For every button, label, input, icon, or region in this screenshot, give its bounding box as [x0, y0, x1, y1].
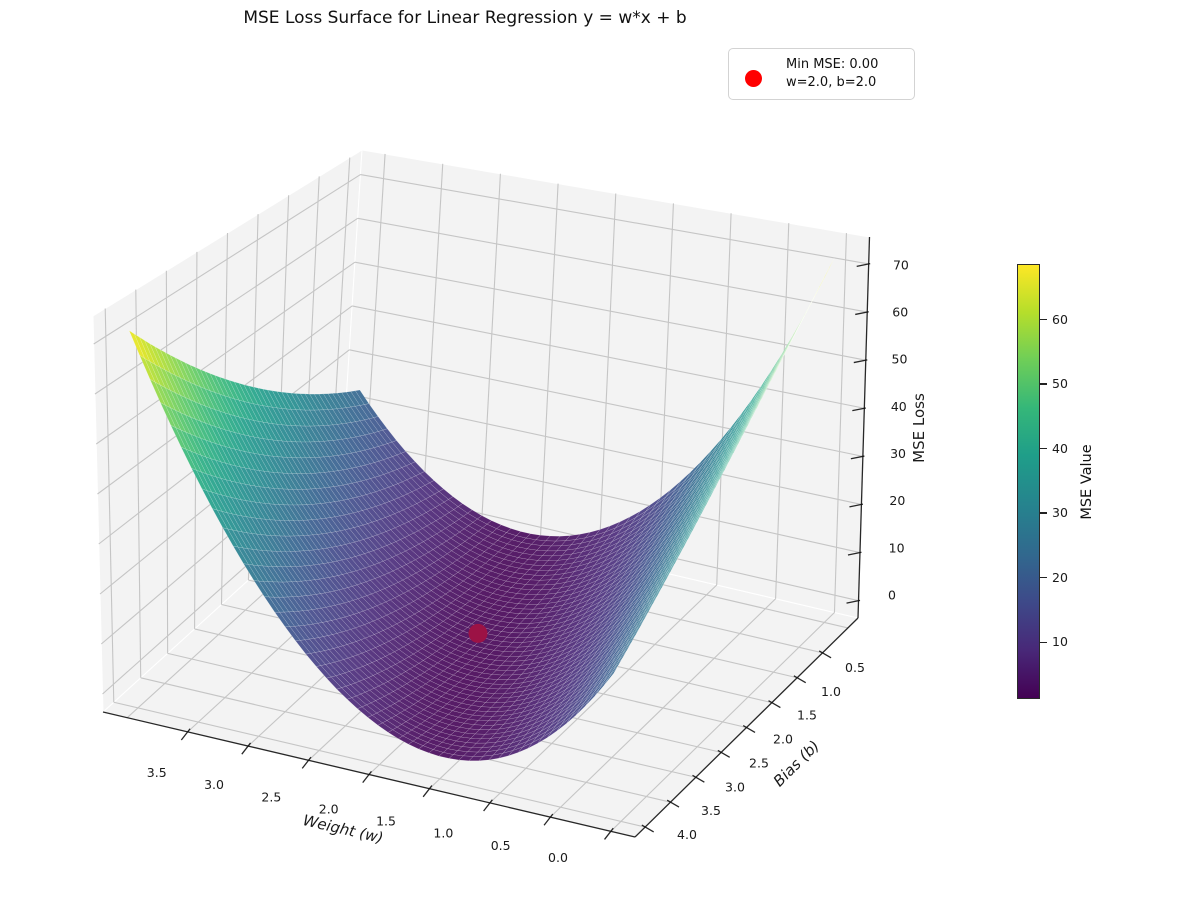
- tick-mark: [301, 756, 312, 769]
- tick-mark: [666, 799, 680, 808]
- grid-line: [775, 223, 790, 599]
- tick-label: 0.5: [491, 838, 511, 853]
- grid-line: [343, 436, 861, 554]
- tick-mark: [849, 503, 864, 508]
- grid-line: [165, 270, 169, 654]
- colorbar-tick-mark: [1040, 447, 1047, 450]
- tick-mark: [850, 455, 865, 460]
- z-axis-label: MSE Loss: [910, 393, 928, 463]
- legend: Min MSE: 0.00 w=2.0, b=2.0: [728, 48, 915, 100]
- colorbar-tick-mark: [1040, 641, 1047, 643]
- tick-label: 2.0: [773, 732, 793, 747]
- tick-label: 10: [889, 540, 905, 555]
- colorbar-tick-label: 20: [1052, 569, 1068, 585]
- colorbar-tick-label: 60: [1052, 311, 1068, 327]
- grid-line: [346, 393, 862, 506]
- colorbar: [1017, 264, 1040, 699]
- legend-line-wb: w=2.0, b=2.0: [786, 75, 877, 90]
- tick-mark: [692, 774, 705, 783]
- colorbar-tick-label: 50: [1052, 376, 1068, 392]
- grid-line: [95, 261, 356, 445]
- min-mse-point: [468, 623, 488, 643]
- tick-label: 60: [892, 305, 908, 320]
- colorbar-tick-label: 10: [1052, 634, 1068, 650]
- z-axis-line: [857, 236, 871, 619]
- mse-surface: [128, 257, 835, 762]
- chart-title: MSE Loss Surface for Linear Regression y…: [243, 8, 687, 28]
- tick-label: 4.0: [677, 827, 697, 842]
- tick-label: 1.5: [797, 708, 817, 723]
- colorbar-tick-mark: [1040, 318, 1047, 321]
- legend-min-marker-icon: [745, 70, 762, 87]
- tick-mark: [543, 813, 554, 826]
- grid-line: [104, 308, 115, 703]
- tick-mark: [818, 650, 832, 659]
- colorbar-tick-mark: [1040, 383, 1047, 385]
- tick-label: 1.5: [376, 814, 396, 829]
- tick-mark: [846, 599, 861, 604]
- tick-mark: [855, 311, 869, 316]
- grid-line: [357, 217, 868, 313]
- tick-mark: [362, 770, 372, 783]
- tick-label: 20: [889, 493, 905, 508]
- legend-text: Min MSE: 0.00 w=2.0, b=2.0: [786, 56, 878, 92]
- grid-line: [93, 174, 361, 345]
- tick-label: 2.0: [319, 801, 339, 816]
- tick-mark: [853, 359, 868, 364]
- tick-label: 1.0: [433, 826, 453, 841]
- tick-label: 0.0: [548, 850, 568, 865]
- grid-line: [349, 349, 863, 457]
- tick-label: 40: [891, 399, 907, 414]
- tick-mark: [241, 742, 252, 755]
- grid-line: [421, 163, 444, 517]
- tick-label: 0: [888, 588, 896, 603]
- tick-label: 3.5: [701, 803, 721, 818]
- tick-mark: [483, 799, 493, 812]
- grid-line: [352, 305, 865, 409]
- grid-line: [716, 213, 732, 586]
- colorbar-tick-label: 30: [1052, 505, 1068, 521]
- tick-label: 3.5: [147, 765, 167, 780]
- grid-line: [113, 701, 646, 828]
- tick-mark: [717, 749, 731, 758]
- tick-label: 3.0: [725, 779, 745, 794]
- tick-mark: [793, 675, 807, 684]
- grid-line: [833, 233, 847, 613]
- grid-line: [354, 261, 866, 361]
- tick-label: 0.5: [845, 660, 865, 675]
- grid-line: [539, 183, 559, 544]
- grid-line: [480, 173, 501, 531]
- tick-mark: [856, 263, 871, 267]
- colorbar-tick-label: 40: [1052, 440, 1068, 456]
- tick-mark: [641, 824, 655, 833]
- tick-label: 30: [890, 446, 906, 461]
- tick-mark: [768, 700, 781, 709]
- weight-axis-label: Weight (w): [301, 811, 385, 847]
- tick-mark: [742, 725, 756, 734]
- tick-mark: [852, 407, 866, 412]
- grid-line: [598, 193, 617, 558]
- colorbar-label: MSE Value: [1079, 444, 1095, 520]
- colorbar-tick-mark: [1040, 576, 1047, 579]
- grid-line: [360, 173, 869, 265]
- tick-label: 2.5: [749, 755, 769, 770]
- tick-label: 3.0: [204, 777, 224, 792]
- tick-mark: [604, 827, 614, 840]
- tick-mark: [847, 551, 862, 556]
- tick-label: 70: [893, 257, 909, 272]
- tick-label: 1.0: [821, 684, 841, 699]
- colorbar-tick-mark: [1040, 512, 1047, 514]
- tick-mark: [180, 728, 191, 741]
- legend-line-min-mse: Min MSE: 0.00: [786, 57, 879, 72]
- tick-label: 50: [892, 352, 908, 367]
- grid-line: [135, 289, 142, 678]
- grid-line: [94, 217, 358, 395]
- tick-label: 2.5: [261, 789, 281, 804]
- tick-mark: [422, 785, 433, 798]
